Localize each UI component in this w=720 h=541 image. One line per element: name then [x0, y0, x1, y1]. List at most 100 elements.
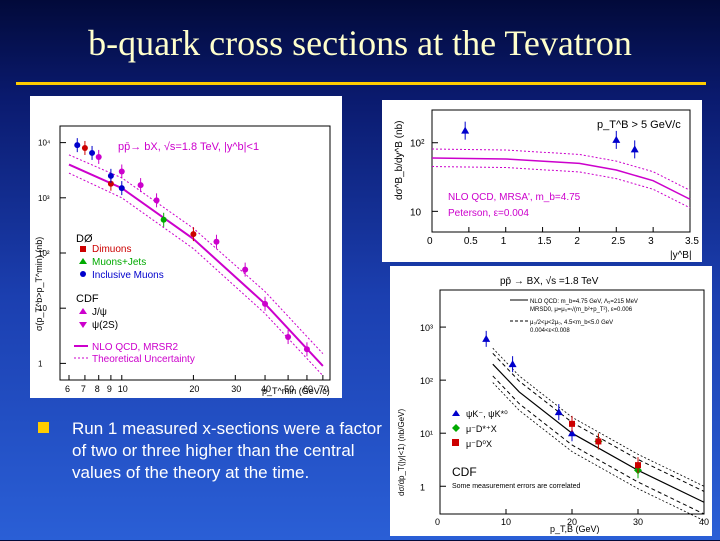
- legend-inclusive-muons: Inclusive Muons: [92, 270, 164, 281]
- chart2-xtick-label: 3: [648, 236, 654, 247]
- chart3-point: [508, 360, 517, 368]
- legend-marker-dimuons: [80, 246, 86, 252]
- chart3-curve: [492, 382, 705, 521]
- chart3-note: Some measurement errors are correlated: [452, 483, 580, 490]
- chart1-point: [107, 172, 114, 179]
- chart3-point: [554, 408, 563, 416]
- legend-marker-mud0: [452, 439, 459, 446]
- chart2-point: [461, 126, 470, 134]
- chart2-xlabel: |y^B|: [670, 250, 692, 261]
- legend-marker-inclusive: [80, 271, 86, 277]
- chart3-curve: [492, 352, 705, 492]
- chart3-ytick-label: 1: [420, 482, 425, 492]
- chart1-point: [213, 238, 220, 245]
- chart2-xtick-label: 2.5: [611, 236, 625, 247]
- slide-title: b-quark cross sections at the Tevatron: [88, 23, 632, 63]
- legend-marker-mudstar: [452, 424, 460, 432]
- chart1-point: [190, 231, 197, 238]
- chart3-ylabel: dσ/dp_T(|y|<1) (nb/GeV): [397, 409, 406, 496]
- chart3-theory-legend: NLO QCD: m_b=4.75 GeV, Λ₅=215 MeV MRSD0,…: [510, 299, 638, 334]
- chart2-point: [630, 145, 639, 153]
- chart-rapidity-distribution: dσ^B_b/dy^B (nb) |y^B| p_T^B > 5 GeV/c 0…: [382, 100, 702, 262]
- chart1-ytick-label: 10³: [38, 194, 50, 203]
- chart2-xtick-label: 1: [501, 236, 507, 247]
- title-underline: [16, 82, 706, 85]
- legend-marker-psi2s: [79, 322, 87, 328]
- legend-nlo-band: μ₀/2<μ<2μ₀, 4.5<m_b<5.0 GeV: [530, 320, 613, 326]
- chart-exclusive-b-spectrum: pp̄ → BX, √s =1.8 TeV dσ/dp_T(|y|<1) (nb…: [390, 266, 712, 536]
- chart1-xtick-label: 9: [107, 384, 112, 394]
- legend-marker-psik: [452, 410, 460, 416]
- chart3-ytick-label: 10²: [420, 376, 433, 386]
- chart3-curve: [492, 347, 705, 487]
- chart2-annotation: p_T^B > 5 GeV/c: [597, 119, 681, 131]
- chart3-cdf-label: CDF: [452, 465, 477, 479]
- chart1-xtick-label: 8: [95, 384, 100, 394]
- chart1-xtick-label: 30: [231, 384, 241, 394]
- chart1-point: [303, 346, 310, 353]
- chart2-curve: [431, 148, 691, 191]
- chart1-point: [137, 182, 144, 189]
- legend-cdf: CDF: [76, 293, 99, 305]
- chart1-xtick-label: 7: [81, 384, 86, 394]
- chart-integrated-cross-section: pp̄→ bX, √s=1.8 TeV, |y^b|<1 σ(p_T^b>p_T…: [30, 96, 342, 398]
- chart2-svg: dσ^B_b/dy^B (nb) |y^B| p_T^B > 5 GeV/c 0…: [394, 109, 699, 261]
- chart3-point: [569, 420, 575, 427]
- chart1-legend: DØ Dimuons Muons+Jets Inclusive Muons CD…: [74, 233, 195, 365]
- chart2-curve: [431, 157, 691, 200]
- chart1-point: [89, 149, 96, 156]
- chart1-xtick-label: 60: [303, 384, 313, 394]
- legend-jpsi: J/ψ: [92, 307, 107, 318]
- chart1-point: [107, 180, 114, 187]
- legend-peterson: Peterson, ε=0.004: [448, 208, 529, 219]
- chart3-point: [482, 334, 491, 342]
- chart3-point: [635, 462, 641, 469]
- bullet-text: Run 1 measured x-sections were a factor …: [72, 419, 382, 482]
- chart2-ylabel: dσ^B_b/dy^B (nb): [394, 121, 405, 200]
- legend-psi2s: ψ(2S): [92, 320, 118, 331]
- chart1-point: [74, 142, 81, 149]
- chart2-xtick-label: 0: [427, 236, 433, 247]
- chart3-title: pp̄ → BX, √s =1.8 TeV: [500, 275, 599, 287]
- chart1-point: [285, 334, 292, 341]
- chart1-xtick-label: 70: [319, 384, 329, 394]
- chart1-ylabel: σ(p_T^b>p_T^min) (nb): [34, 237, 44, 331]
- legend-nlo-mrsa: NLO QCD, MRSA', m_b=4.75: [448, 192, 581, 203]
- legend-uncertainty: Theoretical Uncertainty: [92, 354, 195, 365]
- chart3-point: [595, 438, 602, 445]
- chart2-frame: [431, 109, 691, 233]
- chart1-title: pp̄→ bX, √s=1.8 TeV, |y^b|<1: [118, 141, 259, 153]
- chart1-point: [242, 266, 249, 273]
- legend-muonsjets: Muons+Jets: [92, 257, 146, 268]
- bullet-item: Run 1 measured x-sections were a factor …: [38, 418, 382, 484]
- chart3-ytick-label: 10³: [420, 323, 433, 333]
- chart1-point: [153, 197, 160, 204]
- chart1-ytick-label: 10: [38, 304, 47, 313]
- chart1-point: [81, 144, 88, 151]
- legend-psik: ψK⁻, ψK*⁰: [466, 409, 508, 419]
- chart2-curve: [431, 166, 691, 209]
- chart1-xtick-label: 20: [189, 384, 199, 394]
- chart3-point: [568, 429, 576, 437]
- chart1-point: [160, 216, 167, 223]
- chart2-xtick-label: 1.5: [538, 236, 552, 247]
- chart2-ytick-label: 10: [410, 207, 422, 218]
- legend-mudstar: μ⁻D*⁺X: [466, 424, 497, 434]
- bullet-square-icon: [38, 422, 49, 433]
- legend-mud0: μ⁻D⁰X: [466, 439, 492, 449]
- chart1-xtick-label: 10: [118, 384, 128, 394]
- legend-dimuons: Dimuons: [92, 244, 131, 255]
- chart1-xtick-label: 50: [284, 384, 294, 394]
- chart1-ytick-label: 1: [38, 359, 43, 368]
- chart2-xtick-label: 0.5: [464, 236, 478, 247]
- chart1-point: [118, 185, 125, 192]
- chart3-xtick-label: 30: [633, 517, 643, 527]
- chart3-curve: [492, 375, 705, 515]
- chart2-xtick-label: 3.5: [685, 236, 699, 247]
- chart1-point: [118, 168, 125, 175]
- chart1-svg: pp̄→ bX, √s=1.8 TeV, |y^b|<1 σ(p_T^b>p_T…: [34, 125, 331, 396]
- chart3-xtick-label: 0: [435, 517, 440, 527]
- legend-marker-jpsi: [79, 308, 87, 314]
- chart3-svg: pp̄ → BX, √s =1.8 TeV dσ/dp_T(|y|<1) (nb…: [397, 275, 709, 534]
- chart3-ytick-label: 10¹: [420, 429, 433, 439]
